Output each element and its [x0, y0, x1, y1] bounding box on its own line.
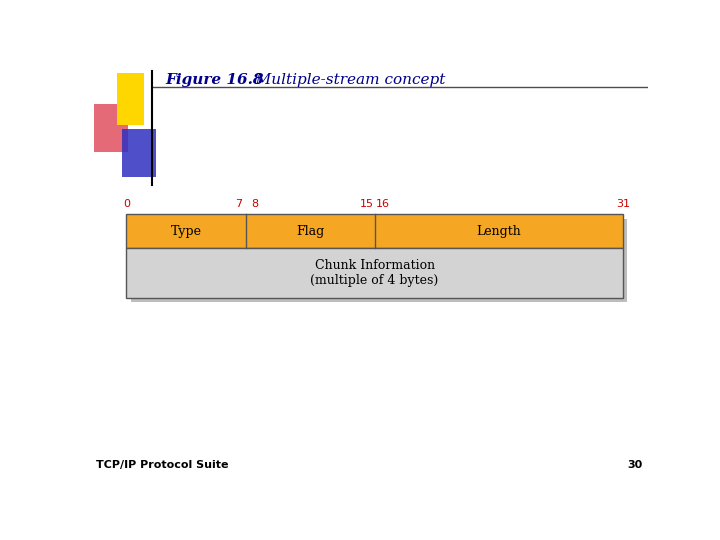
- Text: 0: 0: [123, 199, 130, 210]
- Text: 15: 15: [359, 199, 374, 210]
- Bar: [126, 248, 623, 298]
- Bar: [126, 214, 623, 248]
- Text: Chunk Information: Chunk Information: [315, 259, 435, 272]
- Text: 8: 8: [251, 199, 258, 210]
- Bar: [117, 73, 143, 125]
- Text: 16: 16: [376, 199, 390, 210]
- Text: Type: Type: [171, 225, 202, 238]
- Text: 31: 31: [616, 199, 630, 210]
- Text: 7: 7: [235, 199, 242, 210]
- Text: Flag: Flag: [297, 225, 325, 238]
- Text: 30: 30: [627, 460, 642, 470]
- Text: Multiple-stream concept: Multiple-stream concept: [240, 73, 445, 87]
- Bar: [94, 104, 128, 152]
- Text: TCP/IP Protocol Suite: TCP/IP Protocol Suite: [96, 460, 228, 470]
- Text: Length: Length: [477, 225, 521, 238]
- Text: (multiple of 4 bytes): (multiple of 4 bytes): [310, 274, 438, 287]
- Bar: [122, 129, 156, 177]
- Text: Figure 16.8: Figure 16.8: [166, 73, 264, 87]
- Bar: [131, 219, 627, 302]
